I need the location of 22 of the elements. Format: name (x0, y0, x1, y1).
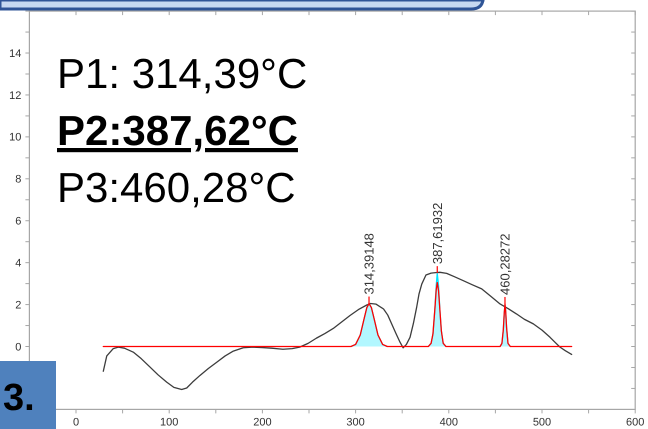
y-tick-label: 2 (15, 299, 22, 312)
annotation: 3. (3, 377, 35, 419)
x-tick-label: 400 (440, 416, 458, 428)
y-tick-label: 14 (9, 48, 22, 60)
y-tick-label: 4 (15, 258, 22, 270)
annotation: 387,61932 (430, 202, 445, 264)
annotation: 460,28272 (498, 234, 513, 295)
x-tick-label: 200 (253, 416, 272, 428)
x-tick-label: 0 (72, 416, 80, 428)
annotation: P2:387,62°C (57, 107, 298, 154)
x-tick-label: 100 (160, 416, 178, 428)
y-tick-label: 12 (9, 90, 22, 102)
annotation: P1: 314,39°C (57, 50, 308, 97)
x-tick-label: 600 (626, 416, 644, 428)
y-tick-label: 6 (15, 216, 22, 228)
y-tick-label: 8 (15, 174, 22, 186)
annotation: 314,39148 (362, 233, 377, 295)
y-tick-label: 10 (9, 132, 22, 144)
y-tick-label: 0 (15, 341, 22, 354)
x-tick-label: 500 (532, 416, 552, 428)
annotation: P3:460,28°C (57, 164, 296, 211)
x-tick-label: 300 (346, 416, 365, 428)
